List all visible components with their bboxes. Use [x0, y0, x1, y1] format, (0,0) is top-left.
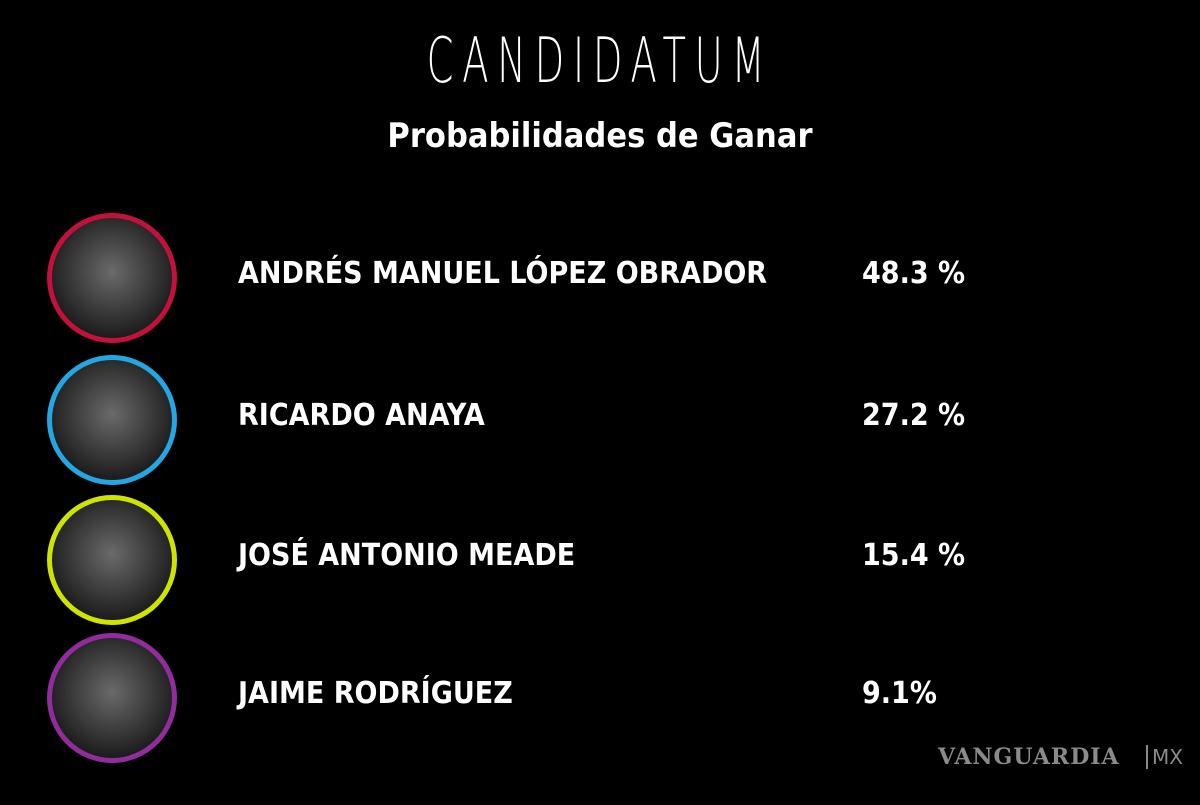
candidate-row: ANDRÉS MANUEL LÓPEZ OBRADOR 48.3 % [0, 213, 1200, 343]
portrait [47, 495, 177, 625]
brand: VANGUARDIA [938, 744, 1120, 770]
candidate-percent: 15.4 % [862, 538, 966, 573]
candidate-row: JAIME RODRÍGUEZ 9.1% [0, 633, 1200, 763]
candidate-row: JOSÉ ANTONIO MEADE 15.4 % [0, 495, 1200, 625]
candidate-percent: 27.2 % [862, 398, 966, 433]
candidate-name: RICARDO ANAYA [238, 398, 485, 433]
candidate-percent: 9.1% [862, 676, 937, 711]
portrait [47, 355, 177, 485]
candidate-name: JAIME RODRÍGUEZ [238, 676, 513, 711]
title: CANDIDATUM [426, 24, 774, 97]
portrait [47, 213, 177, 343]
brand-suffix: MX [1146, 745, 1183, 769]
subtitle: Probabilidades de Ganar [387, 116, 813, 156]
portrait [47, 633, 177, 763]
candidate-name: JOSÉ ANTONIO MEADE [238, 538, 576, 573]
candidate-row: RICARDO ANAYA 27.2 % [0, 355, 1200, 485]
candidate-name: ANDRÉS MANUEL LÓPEZ OBRADOR [238, 256, 768, 291]
candidate-percent: 48.3 % [862, 256, 966, 291]
